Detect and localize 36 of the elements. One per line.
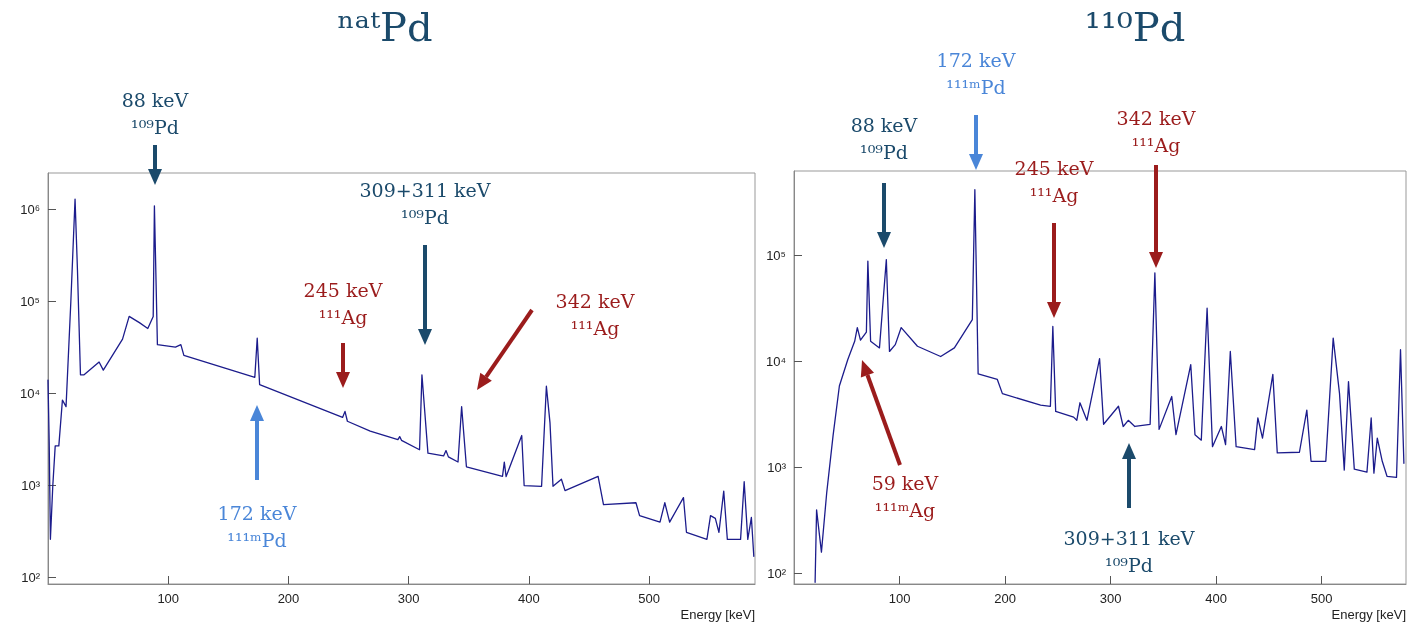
y-tick-label: 10² [21, 570, 41, 586]
annotation: 342 keV ¹¹¹Ag [555, 290, 635, 339]
x-axis-title: Energy [keV] [680, 607, 755, 622]
x-tick-label: 500 [1310, 591, 1333, 606]
text: 88 keV ¹⁰⁹Pd [121, 89, 189, 138]
x-tick-label: 100 [157, 591, 180, 606]
y-tick-label: 10⁵ [766, 248, 786, 264]
text: 342 keV ¹¹¹Ag [1116, 107, 1196, 156]
chart-title: ¹¹⁰Pd [1084, 4, 1186, 50]
chart-title: ⁿᵃᵗPd [337, 4, 433, 50]
x-tick-label: 400 [518, 591, 540, 606]
annotation: 59 keV ¹¹¹ᵐAg [871, 472, 939, 521]
annotation: 245 keV ¹¹¹Ag [1014, 157, 1094, 206]
annotation: 172 keV ¹¹¹ᵐPd [217, 502, 297, 551]
x-tick-label: 200 [994, 591, 1016, 606]
annotation: 245 keV ¹¹¹Ag [303, 279, 383, 328]
line-series [814, 189, 1405, 583]
y-tick-label: 10⁵ [20, 294, 40, 310]
x-tick-label: 300 [397, 591, 420, 606]
annotation: 309+311 keV ¹⁰⁹Pd [359, 179, 491, 228]
x-tick-label: 200 [277, 591, 300, 606]
y-tick-label: 10⁶ [20, 202, 40, 218]
y-tick-label: 10⁴ [19, 386, 40, 402]
x-tick-label: 300 [1099, 591, 1122, 606]
x-tick-label: 100 [888, 591, 911, 606]
annotation: 309+311 keV ¹⁰⁹Pd [1063, 527, 1195, 576]
y-tick-label: 10² [767, 566, 787, 582]
x-tick-label: 500 [638, 591, 661, 606]
text: 172 keV ¹¹¹ᵐPd [936, 49, 1016, 98]
x-tick-label: 400 [1205, 591, 1227, 606]
y-tick-label: 10⁴ [765, 354, 786, 370]
y-tick-label: 10³ [21, 478, 41, 494]
x-axis-title: Energy [keV] [1331, 607, 1406, 622]
line-series [47, 198, 755, 557]
y-tick-label: 10³ [767, 460, 787, 476]
text: 88 keV ¹⁰⁹Pd [850, 114, 918, 163]
